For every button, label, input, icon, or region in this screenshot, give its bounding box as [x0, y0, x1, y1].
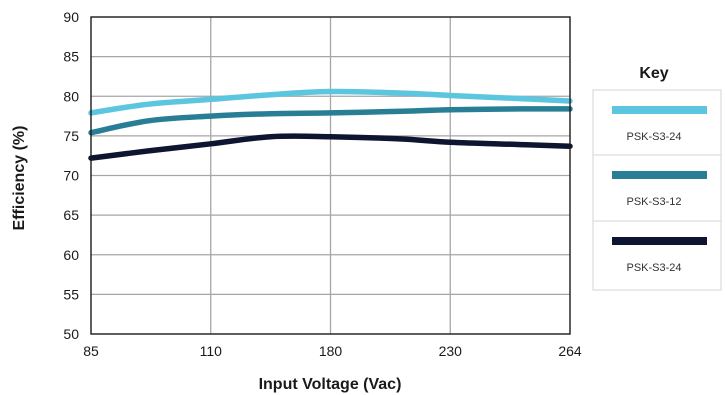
- series-line-3: [88, 133, 573, 161]
- y-tick-label: 70: [63, 168, 79, 184]
- y-tick-label: 55: [63, 286, 79, 302]
- x-tick-label: 230: [439, 343, 463, 359]
- y-tick-label: 90: [63, 9, 79, 25]
- x-tick-label: 110: [200, 343, 223, 359]
- x-axis-title: Input Voltage (Vac): [259, 376, 402, 393]
- series-line-1: [88, 88, 573, 116]
- legend-label-1: PSK-S3-24: [626, 131, 681, 143]
- y-tick-labels: 50 55 60 65 70 75 80 85 90: [63, 9, 79, 342]
- y-tick-label: 65: [63, 207, 79, 223]
- y-tick-label: 60: [63, 247, 79, 263]
- y-tick-label: 75: [63, 128, 79, 144]
- legend-title: Key: [639, 65, 668, 82]
- y-tick-label: 80: [63, 88, 79, 104]
- legend-swatch-1: [612, 106, 707, 114]
- y-tick-label: 85: [63, 49, 79, 65]
- y-axis-title: Efficiency (%): [11, 126, 28, 231]
- legend-box: [592, 89, 722, 291]
- legend: Key PSK-S3-24 PSK-S3-12 PSK-S3-24: [592, 65, 722, 291]
- series-line-2: [88, 106, 573, 136]
- plot-border: [90, 16, 571, 335]
- legend-label-3: PSK-S3-24: [626, 262, 681, 274]
- x-tick-labels: 85 110 180 230 264: [83, 343, 582, 359]
- legend-label-2: PSK-S3-12: [626, 196, 681, 208]
- grid: [91, 17, 570, 334]
- x-tick-label: 264: [558, 343, 582, 359]
- x-tick-label: 180: [319, 343, 343, 359]
- y-tick-label: 50: [63, 326, 79, 342]
- legend-swatch-2: [612, 171, 707, 179]
- x-tick-label: 85: [83, 343, 99, 359]
- series-lines: [88, 88, 573, 161]
- legend-swatch-3: [612, 237, 707, 245]
